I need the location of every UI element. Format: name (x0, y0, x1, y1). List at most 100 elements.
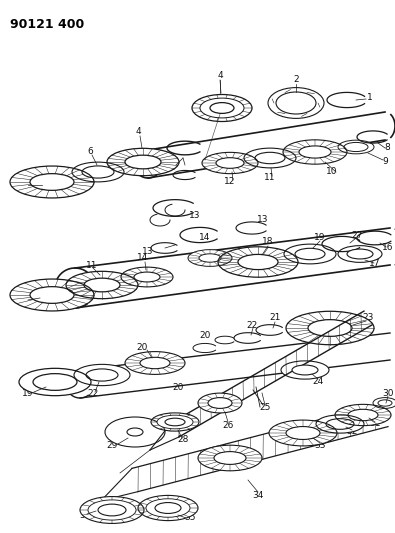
Text: 22: 22 (87, 389, 99, 398)
Ellipse shape (200, 98, 244, 118)
Text: 2: 2 (293, 76, 299, 85)
Ellipse shape (121, 267, 173, 287)
Text: 11: 11 (86, 261, 98, 270)
Ellipse shape (216, 158, 244, 168)
Ellipse shape (208, 398, 232, 408)
Text: 7: 7 (17, 181, 23, 190)
Ellipse shape (198, 445, 262, 471)
Ellipse shape (348, 409, 378, 421)
Ellipse shape (151, 413, 199, 431)
Ellipse shape (292, 365, 318, 375)
Ellipse shape (80, 497, 144, 523)
Ellipse shape (347, 249, 373, 259)
Text: 19: 19 (314, 233, 326, 243)
Text: 13: 13 (257, 215, 269, 224)
Text: 30: 30 (382, 389, 394, 398)
Ellipse shape (10, 279, 94, 311)
Text: 13: 13 (189, 211, 201, 220)
Ellipse shape (269, 420, 337, 446)
Text: 9: 9 (382, 157, 388, 166)
Ellipse shape (140, 357, 170, 369)
Ellipse shape (295, 248, 325, 260)
Ellipse shape (66, 271, 138, 298)
Ellipse shape (268, 87, 324, 118)
Ellipse shape (338, 246, 382, 262)
Ellipse shape (10, 166, 94, 198)
Ellipse shape (326, 419, 354, 429)
Ellipse shape (188, 249, 232, 266)
Text: 20: 20 (136, 343, 148, 351)
Ellipse shape (134, 272, 160, 282)
Text: 4: 4 (135, 127, 141, 136)
Ellipse shape (276, 92, 316, 114)
Ellipse shape (165, 418, 185, 426)
Text: 21: 21 (269, 313, 281, 322)
Text: 27: 27 (351, 230, 363, 239)
Text: 25: 25 (259, 403, 271, 413)
Ellipse shape (138, 495, 198, 521)
Ellipse shape (238, 254, 278, 270)
Ellipse shape (125, 352, 185, 374)
Ellipse shape (210, 102, 234, 114)
Text: 14: 14 (137, 254, 149, 262)
Text: 35: 35 (184, 513, 196, 522)
Text: 32: 32 (346, 427, 358, 437)
Text: 36: 36 (79, 511, 91, 520)
Ellipse shape (84, 278, 120, 292)
Text: 90121 400: 90121 400 (10, 18, 84, 31)
Ellipse shape (299, 146, 331, 158)
Text: 13: 13 (142, 247, 154, 256)
Ellipse shape (316, 415, 364, 433)
Ellipse shape (283, 140, 347, 164)
Ellipse shape (72, 162, 124, 182)
Ellipse shape (218, 247, 298, 277)
Ellipse shape (284, 244, 336, 264)
Ellipse shape (338, 140, 374, 154)
Ellipse shape (30, 287, 74, 303)
Ellipse shape (125, 155, 161, 169)
Ellipse shape (82, 166, 114, 178)
Text: 17: 17 (369, 259, 381, 268)
Text: 1: 1 (367, 93, 373, 102)
Text: 14: 14 (199, 233, 211, 243)
Ellipse shape (74, 365, 130, 386)
Text: 18: 18 (262, 238, 274, 246)
Ellipse shape (107, 148, 179, 176)
Text: 16: 16 (382, 244, 394, 253)
Ellipse shape (198, 393, 242, 413)
Text: 31: 31 (369, 419, 381, 429)
Ellipse shape (335, 405, 391, 426)
Ellipse shape (202, 152, 258, 174)
Ellipse shape (98, 504, 126, 516)
Ellipse shape (214, 451, 246, 464)
Text: 33: 33 (314, 440, 326, 449)
Ellipse shape (255, 152, 285, 164)
Text: 20: 20 (199, 330, 211, 340)
Ellipse shape (344, 142, 368, 151)
Ellipse shape (373, 398, 395, 408)
Text: 15: 15 (12, 295, 24, 304)
Text: 19: 19 (22, 389, 34, 398)
Ellipse shape (157, 415, 193, 429)
Text: 24: 24 (312, 377, 324, 386)
Text: 6: 6 (87, 148, 93, 157)
Ellipse shape (192, 94, 252, 122)
Ellipse shape (244, 148, 296, 168)
Ellipse shape (199, 254, 221, 262)
Text: 4: 4 (217, 71, 223, 80)
Ellipse shape (19, 368, 91, 395)
Ellipse shape (86, 369, 118, 381)
Ellipse shape (127, 428, 143, 436)
Ellipse shape (378, 400, 392, 406)
Ellipse shape (88, 500, 136, 520)
Text: 8: 8 (384, 143, 390, 152)
Ellipse shape (33, 374, 77, 390)
Ellipse shape (281, 361, 329, 379)
Ellipse shape (155, 503, 181, 513)
Ellipse shape (146, 499, 190, 517)
Text: 10: 10 (326, 167, 338, 176)
Text: 20: 20 (172, 384, 184, 392)
Text: 23: 23 (362, 313, 374, 322)
Ellipse shape (308, 320, 352, 336)
Text: 29: 29 (106, 440, 118, 449)
